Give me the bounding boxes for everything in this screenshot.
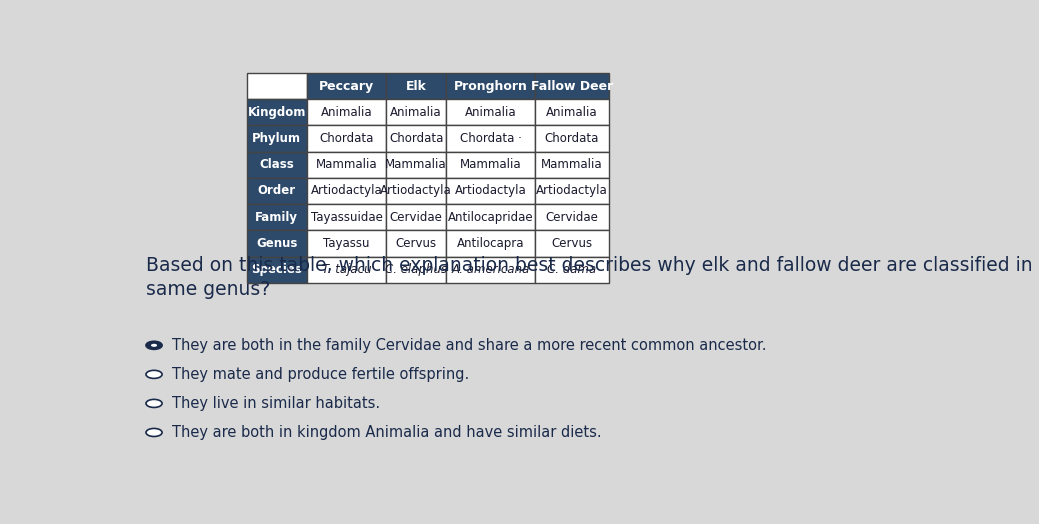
Bar: [447, 204, 535, 231]
Bar: [535, 257, 609, 283]
Bar: [385, 99, 447, 125]
Text: Cervus: Cervus: [396, 237, 436, 250]
Text: Mammalia: Mammalia: [316, 158, 377, 171]
Text: Chordata ·: Chordata ·: [459, 132, 522, 145]
Bar: [447, 99, 535, 125]
Text: Genus: Genus: [257, 237, 297, 250]
Text: Antilocapra: Antilocapra: [457, 237, 525, 250]
Text: Peccary: Peccary: [319, 80, 374, 93]
Text: T. tajacu: T. tajacu: [322, 263, 371, 276]
Bar: [246, 125, 308, 151]
Text: Artiodactyla: Artiodactyla: [455, 184, 527, 198]
Circle shape: [151, 344, 157, 347]
Text: Tayassuidae: Tayassuidae: [311, 211, 382, 224]
Text: same genus?: same genus?: [145, 280, 270, 299]
Text: Elk: Elk: [405, 80, 427, 93]
Bar: [535, 73, 609, 99]
Bar: [308, 178, 385, 204]
Text: Phylum: Phylum: [252, 132, 301, 145]
Text: Artiodactyla: Artiodactyla: [536, 184, 608, 198]
Bar: [535, 178, 609, 204]
Bar: [385, 204, 447, 231]
Text: Artiodactyla: Artiodactyla: [380, 184, 452, 198]
Bar: [385, 257, 447, 283]
Bar: [308, 231, 385, 257]
Text: Order: Order: [258, 184, 296, 198]
Text: They are both in kingdom Animalia and have similar diets.: They are both in kingdom Animalia and ha…: [171, 425, 602, 440]
Bar: [308, 99, 385, 125]
Bar: [535, 231, 609, 257]
Bar: [535, 125, 609, 151]
Circle shape: [145, 399, 162, 408]
Text: Mammalia: Mammalia: [541, 158, 603, 171]
Bar: [308, 151, 385, 178]
Circle shape: [145, 429, 162, 436]
Bar: [447, 178, 535, 204]
Bar: [246, 73, 308, 99]
Text: Animalia: Animalia: [464, 106, 516, 119]
Text: Pronghorn: Pronghorn: [454, 80, 528, 93]
Text: Chordata: Chordata: [544, 132, 600, 145]
Text: C. elaphus: C. elaphus: [385, 263, 447, 276]
Bar: [385, 125, 447, 151]
Bar: [447, 151, 535, 178]
Text: Animalia: Animalia: [391, 106, 442, 119]
Text: They mate and produce fertile offspring.: They mate and produce fertile offspring.: [171, 367, 469, 382]
Bar: [246, 204, 308, 231]
Text: They live in similar habitats.: They live in similar habitats.: [171, 396, 380, 411]
Text: C. dama: C. dama: [548, 263, 596, 276]
Bar: [385, 178, 447, 204]
Bar: [246, 151, 308, 178]
Bar: [447, 231, 535, 257]
Bar: [535, 99, 609, 125]
Bar: [447, 73, 535, 99]
Bar: [308, 73, 385, 99]
Text: Species: Species: [251, 263, 302, 276]
Bar: [246, 178, 308, 204]
Bar: [246, 257, 308, 283]
Text: They are both in the family Cervidae and share a more recent common ancestor.: They are both in the family Cervidae and…: [171, 338, 766, 353]
Text: Based on this table, which explanation best describes why elk and fallow deer ar: Based on this table, which explanation b…: [145, 256, 1039, 275]
Text: A. americana: A. americana: [451, 263, 530, 276]
Bar: [308, 204, 385, 231]
Text: Chordata: Chordata: [319, 132, 374, 145]
Text: Family: Family: [256, 211, 298, 224]
Text: Mammalia: Mammalia: [460, 158, 522, 171]
Bar: [246, 99, 308, 125]
Bar: [535, 204, 609, 231]
Text: Animalia: Animalia: [321, 106, 372, 119]
Text: Tayassu: Tayassu: [323, 237, 370, 250]
Text: Animalia: Animalia: [547, 106, 597, 119]
Text: Class: Class: [260, 158, 294, 171]
Text: Mammalia: Mammalia: [385, 158, 447, 171]
Bar: [308, 125, 385, 151]
Text: Cervus: Cervus: [552, 237, 592, 250]
Text: Cervidae: Cervidae: [390, 211, 443, 224]
Circle shape: [145, 370, 162, 378]
Text: Artiodactyla: Artiodactyla: [311, 184, 382, 198]
Bar: [385, 231, 447, 257]
Bar: [246, 231, 308, 257]
Bar: [447, 125, 535, 151]
Text: Antilocapridae: Antilocapridae: [448, 211, 533, 224]
Bar: [385, 151, 447, 178]
Text: Kingdom: Kingdom: [247, 106, 307, 119]
Text: Chordata: Chordata: [389, 132, 444, 145]
Bar: [385, 73, 447, 99]
Text: Cervidae: Cervidae: [545, 211, 598, 224]
Text: Fallow Deer: Fallow Deer: [531, 80, 613, 93]
Bar: [535, 151, 609, 178]
Bar: [447, 257, 535, 283]
Circle shape: [145, 341, 162, 350]
Bar: [308, 257, 385, 283]
